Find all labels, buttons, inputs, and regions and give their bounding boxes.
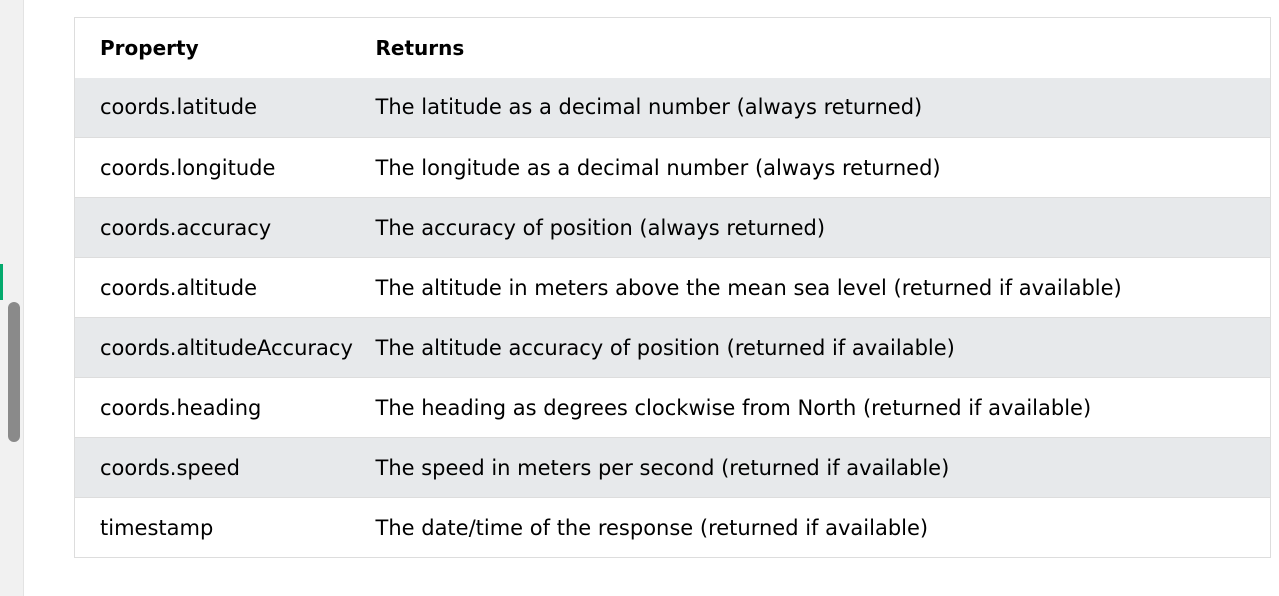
table-row: coords.heading The heading as degrees cl… [74,377,1271,438]
cell-returns: The date/time of the response (returned … [375,515,929,540]
cell-property: coords.latitude [100,95,258,120]
cell-returns: The latitude as a decimal number (always… [375,95,923,120]
header-property: Property [100,35,199,60]
cell-returns: The accuracy of position (always returne… [375,215,826,240]
cell-returns: The altitude in meters above the mean se… [375,275,1122,300]
cell-returns: The heading as degrees clockwise from No… [375,395,1092,420]
cell-returns: The longitude as a decimal number (alway… [375,155,941,180]
table-row: coords.speed The speed in meters per sec… [74,437,1271,498]
position-properties-table: Property Returns coords.latitude The lat… [74,17,1271,558]
cell-property: coords.altitudeAccuracy [100,335,353,360]
cell-property: coords.altitude [100,275,258,300]
table-row: coords.accuracy The accuracy of position… [74,197,1271,258]
header-returns: Returns [375,35,465,60]
sidebar-scrollbar-thumb[interactable] [8,302,20,442]
active-nav-indicator [0,264,3,300]
cell-returns: The altitude accuracy of position (retur… [375,335,955,360]
table-header-row: Property Returns [74,17,1271,78]
cell-property: timestamp [100,515,214,540]
table-row: coords.altitudeAccuracy The altitude acc… [74,317,1271,378]
cell-returns: The speed in meters per second (returned… [375,455,950,480]
cell-property: coords.accuracy [100,215,272,240]
table-row: timestamp The date/time of the response … [74,497,1271,558]
cell-property: coords.heading [100,395,262,420]
table-row: coords.longitude The longitude as a deci… [74,137,1271,198]
left-sidebar-rail [0,0,24,596]
table-row: coords.altitude The altitude in meters a… [74,257,1271,318]
cell-property: coords.speed [100,455,240,480]
table-row: coords.latitude The latitude as a decima… [74,77,1271,138]
cell-property: coords.longitude [100,155,276,180]
